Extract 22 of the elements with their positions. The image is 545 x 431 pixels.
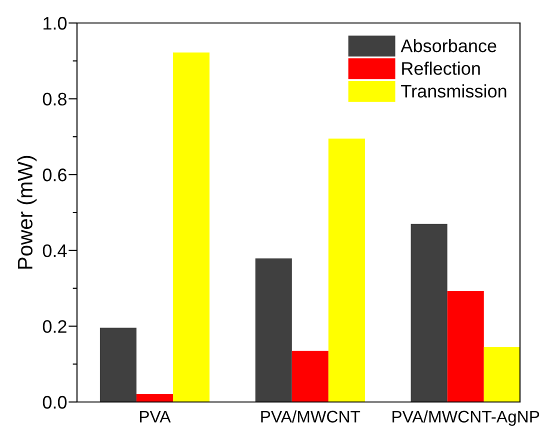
bar — [410, 224, 448, 402]
y-tick-label: 0.8 — [42, 92, 66, 106]
y-tick-label: 0.4 — [42, 244, 67, 258]
bar — [136, 394, 173, 402]
x-tick-label: PVA — [140, 410, 171, 422]
legend-label: Transmission — [401, 84, 506, 98]
bar — [255, 258, 292, 402]
bar — [328, 138, 365, 402]
bar — [484, 347, 520, 402]
legend-label: Reflection — [402, 62, 480, 75]
bar — [447, 290, 484, 402]
y-tick-label: 0.0 — [42, 396, 67, 409]
bar — [172, 52, 210, 402]
y-tick-label: 0.2 — [42, 320, 66, 333]
bar — [292, 350, 328, 402]
x-tick-label: PVA/MWCNT — [261, 410, 360, 423]
x-tick-label: PVA/MWCNT-AgNP — [392, 410, 540, 426]
y-axis-title: Power (mW) — [17, 156, 37, 269]
legend-label: Absorbance — [400, 38, 496, 52]
y-tick-label: 1.0 — [44, 16, 67, 30]
y-tick-label: 0.6 — [42, 168, 66, 182]
bar — [100, 328, 136, 402]
